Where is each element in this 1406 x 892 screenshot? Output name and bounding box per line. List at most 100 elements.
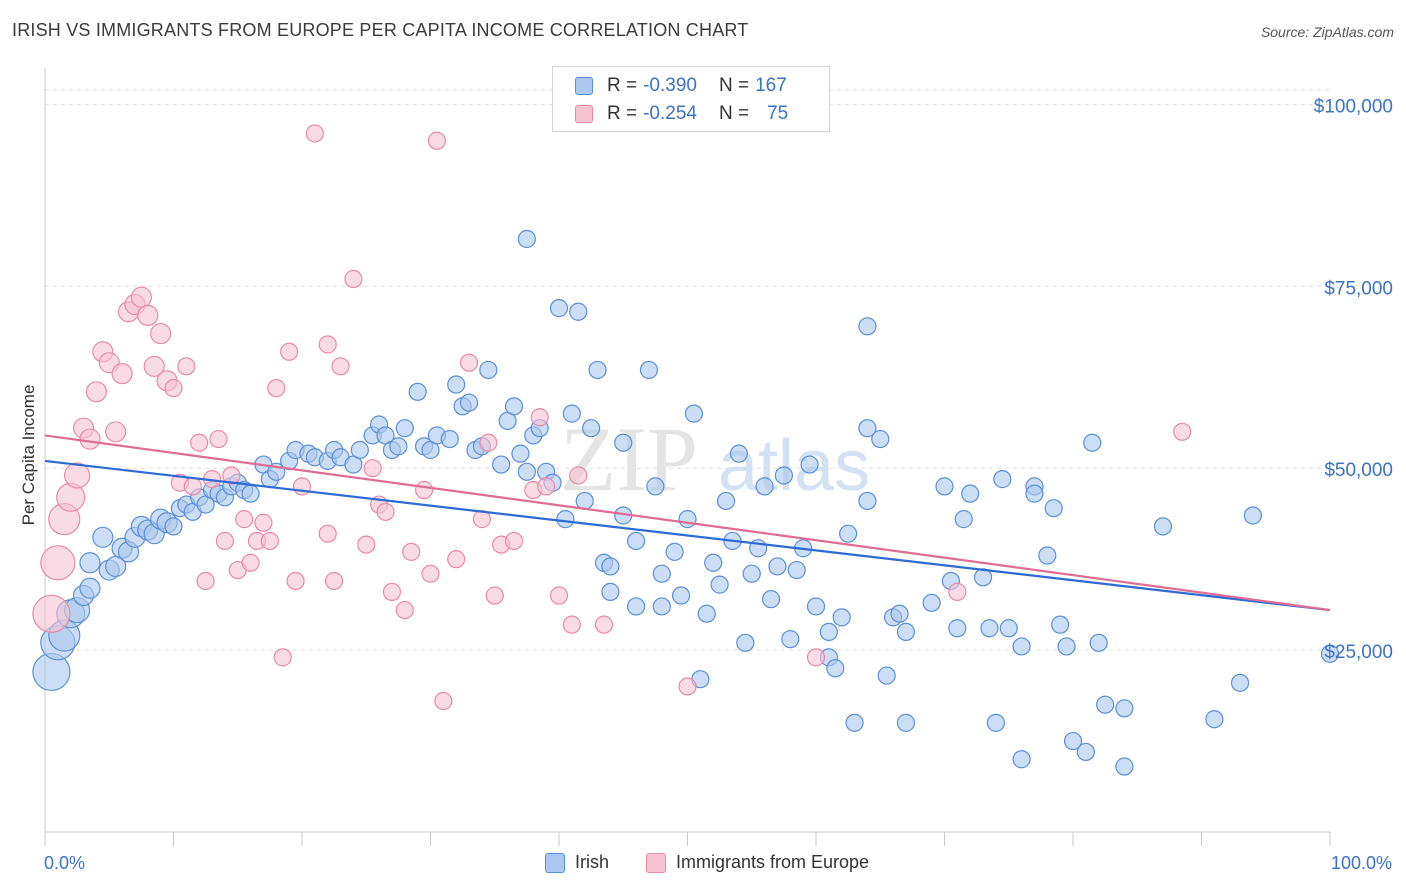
europe-point xyxy=(260,531,279,551)
irish-point xyxy=(549,299,569,318)
irish-point xyxy=(1083,433,1102,452)
europe-point xyxy=(241,553,260,572)
irish-point xyxy=(826,659,845,678)
europe-point xyxy=(504,531,524,551)
irish-point xyxy=(832,608,851,627)
europe-point xyxy=(111,363,133,385)
europe-point xyxy=(537,477,556,496)
irish-point xyxy=(839,524,858,543)
europe-point xyxy=(948,582,967,601)
irish-point xyxy=(999,619,1018,638)
irish-point xyxy=(92,526,114,548)
irish-point xyxy=(1320,644,1340,663)
stats-legend: R = -0.390 N = 167 R = -0.254 N = 75 xyxy=(552,66,830,132)
irish-point xyxy=(79,577,101,599)
europe-point xyxy=(267,379,286,398)
irish-point xyxy=(896,713,916,732)
irish-point xyxy=(1012,637,1031,656)
irish-point xyxy=(890,604,909,623)
irish-point xyxy=(774,466,793,485)
europe-point xyxy=(678,677,697,696)
irish-point xyxy=(241,484,260,503)
irish-point xyxy=(710,575,729,594)
irish-point xyxy=(935,477,954,496)
legend-swatch-europe xyxy=(575,105,593,123)
irish-point xyxy=(858,317,877,336)
europe-point xyxy=(569,466,588,485)
irish-point xyxy=(1115,699,1134,718)
irish-point xyxy=(1243,506,1263,525)
irish-point xyxy=(569,302,588,321)
irish-point xyxy=(459,393,479,412)
irish-point xyxy=(678,510,697,529)
europe-points xyxy=(32,124,1192,711)
y-tick-label: $50,000 xyxy=(1324,460,1393,481)
series-legend: Irish Immigrants from Europe xyxy=(0,852,1406,878)
irish-point xyxy=(504,397,524,416)
irish-point xyxy=(447,375,466,394)
irish-point xyxy=(588,360,607,380)
europe-point xyxy=(344,269,363,289)
europe-point xyxy=(485,586,504,605)
europe-point xyxy=(382,582,402,601)
y-tick-labels: $25,000 $50,000 $75,000 $100,000 xyxy=(1314,96,1393,663)
irish-point xyxy=(993,470,1012,489)
irish-point xyxy=(556,510,575,529)
irish-point xyxy=(768,557,787,576)
europe-point xyxy=(414,480,434,500)
irish-point xyxy=(639,360,659,380)
irish-point xyxy=(948,619,967,638)
legend-label: Irish xyxy=(575,852,610,872)
legend-label: Immigrants from Europe xyxy=(676,852,870,872)
europe-point xyxy=(325,571,344,591)
europe-point xyxy=(164,379,183,398)
europe-point xyxy=(222,466,241,485)
irish-point xyxy=(1051,615,1070,634)
irish-point xyxy=(787,560,806,580)
irish-point xyxy=(652,564,671,583)
legend-r-value: -0.254 xyxy=(643,103,697,124)
irish-point xyxy=(517,462,536,481)
irish-point xyxy=(1044,499,1063,518)
irish-point xyxy=(858,419,877,438)
europe-point xyxy=(549,586,569,605)
y-tick-label: $100,000 xyxy=(1314,96,1393,117)
europe-point xyxy=(376,502,395,521)
irish-point xyxy=(1012,750,1031,769)
europe-point xyxy=(273,648,292,667)
europe-point xyxy=(32,594,71,633)
europe-point xyxy=(594,615,614,634)
europe-trend-line xyxy=(44,434,1331,612)
irish-point xyxy=(922,593,941,612)
irish-point xyxy=(961,484,980,503)
source-label: Source: ZipAtlas.com xyxy=(1260,24,1394,40)
irish-point xyxy=(1115,757,1134,776)
irish-point xyxy=(511,444,530,463)
chart-title: IRISH VS IMMIGRANTS FROM EUROPE PER CAPI… xyxy=(12,20,749,40)
trend-lines xyxy=(44,434,1331,612)
irish-point xyxy=(671,586,691,605)
irish-point xyxy=(479,360,498,380)
irish-point xyxy=(646,477,665,496)
europe-point xyxy=(530,408,549,427)
irish-point xyxy=(395,419,414,438)
irish-point xyxy=(1063,731,1083,751)
irish-point xyxy=(1230,673,1250,692)
europe-point xyxy=(562,615,581,634)
europe-point xyxy=(286,571,305,591)
europe-point xyxy=(402,542,421,561)
irish-trend-line xyxy=(44,459,1331,612)
europe-point xyxy=(183,477,202,496)
europe-point xyxy=(363,459,382,478)
irish-point xyxy=(729,444,749,463)
europe-point xyxy=(105,421,127,443)
europe-point xyxy=(280,342,299,361)
irish-point xyxy=(742,564,761,583)
europe-point xyxy=(447,550,466,569)
irish-point xyxy=(1057,637,1076,656)
legend-r-label: R = xyxy=(607,103,638,124)
europe-point xyxy=(357,535,376,554)
legend-swatch xyxy=(545,852,565,873)
irish-point xyxy=(408,382,427,401)
irish-point xyxy=(626,597,646,616)
